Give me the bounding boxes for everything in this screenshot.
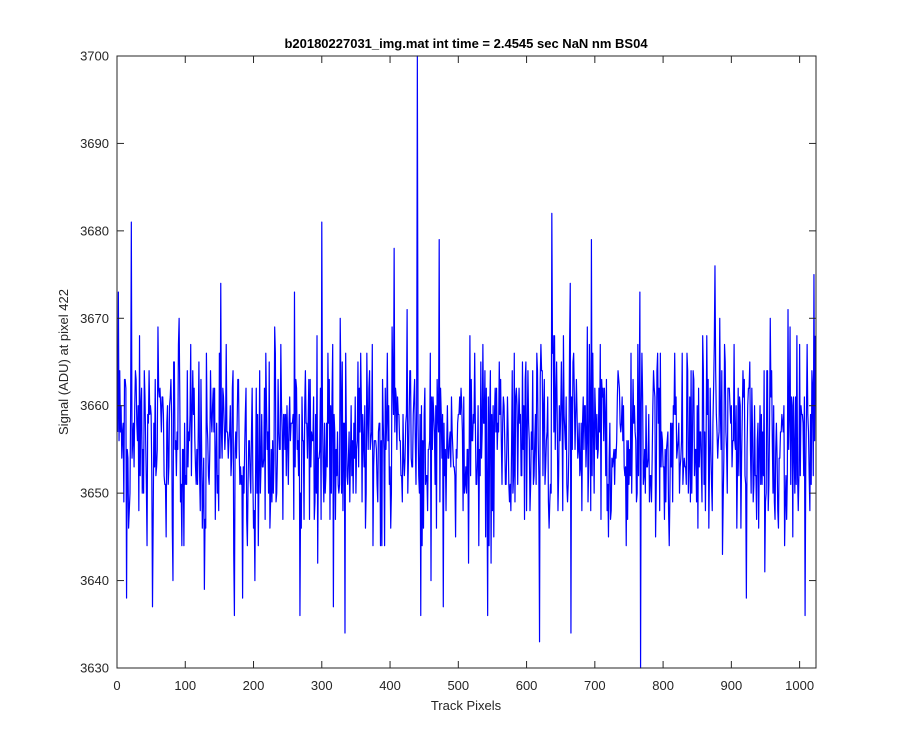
x-tick-label: 500 bbox=[447, 678, 469, 693]
y-tick-label: 3640 bbox=[80, 573, 109, 588]
axes-box bbox=[116, 55, 817, 669]
plot-area bbox=[117, 56, 816, 668]
series-line bbox=[117, 55, 816, 669]
chart-title: b20180227031_img.mat int time = 2.4545 s… bbox=[284, 36, 648, 51]
x-tick-label: 100 bbox=[174, 678, 196, 693]
x-tick-label: 600 bbox=[516, 678, 538, 693]
x-tick-label: 1000 bbox=[785, 678, 814, 693]
y-tick-label: 3630 bbox=[80, 661, 109, 676]
x-tick-label: 300 bbox=[311, 678, 333, 693]
y-tick-label: 3650 bbox=[80, 486, 109, 501]
y-tick-label: 3690 bbox=[80, 136, 109, 151]
x-tick-label: 900 bbox=[721, 678, 743, 693]
y-tick-label: 3680 bbox=[80, 223, 109, 238]
y-tick-label: 3660 bbox=[80, 398, 109, 413]
x-tick-label: 800 bbox=[652, 678, 674, 693]
x-tick-label: 200 bbox=[243, 678, 265, 693]
x-tick-label: 700 bbox=[584, 678, 606, 693]
y-tick-label: 3700 bbox=[80, 49, 109, 64]
x-tick-label: 400 bbox=[379, 678, 401, 693]
y-axis-label: Signal (ADU) at pixel 422 bbox=[56, 289, 71, 435]
x-axis-label: Track Pixels bbox=[431, 698, 502, 713]
y-tick-label: 3670 bbox=[80, 311, 109, 326]
x-tick-label: 0 bbox=[113, 678, 120, 693]
